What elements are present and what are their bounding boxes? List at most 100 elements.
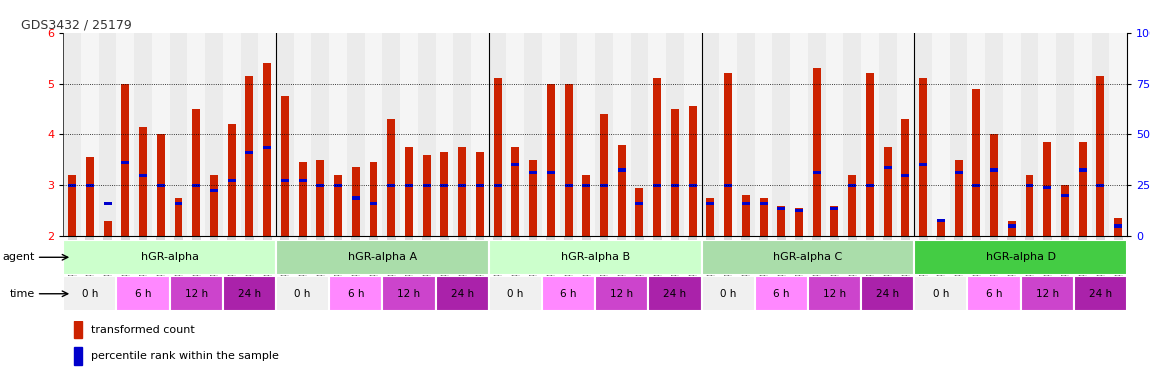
Bar	[210, 189, 218, 192]
Bar	[742, 195, 750, 236]
Bar	[849, 175, 857, 236]
Bar	[719, 33, 737, 236]
Bar	[156, 184, 164, 187]
Bar	[74, 348, 83, 365]
Bar	[613, 33, 630, 236]
Bar	[582, 184, 590, 187]
Bar	[388, 119, 396, 236]
Bar	[228, 124, 236, 236]
Bar	[670, 184, 678, 187]
Text: 24 h: 24 h	[451, 289, 474, 299]
Bar	[967, 33, 986, 236]
Bar	[666, 33, 684, 236]
Bar	[152, 33, 170, 236]
Bar	[423, 155, 431, 236]
Bar	[299, 162, 307, 236]
Text: agent: agent	[2, 252, 34, 262]
Bar	[263, 63, 271, 236]
Bar	[281, 96, 289, 236]
Bar	[636, 188, 644, 236]
Text: GDS3432 / 25179: GDS3432 / 25179	[21, 18, 131, 31]
Bar	[914, 33, 932, 236]
Bar	[281, 179, 289, 182]
Bar	[104, 221, 112, 236]
Bar	[423, 184, 431, 187]
Bar	[636, 202, 644, 205]
Bar	[223, 33, 240, 236]
Bar	[116, 33, 135, 236]
Bar	[542, 33, 560, 236]
Bar	[388, 184, 396, 187]
Bar	[139, 127, 147, 236]
Bar	[1096, 184, 1104, 187]
Bar	[902, 119, 910, 236]
Text: 12 h: 12 h	[398, 289, 421, 299]
Bar	[529, 171, 537, 174]
Text: hGR-alpha: hGR-alpha	[140, 252, 199, 262]
Bar	[417, 33, 436, 236]
Bar	[649, 33, 666, 236]
Bar	[63, 240, 276, 275]
Text: transformed count: transformed count	[91, 324, 194, 334]
Bar	[843, 33, 861, 236]
Text: 0 h: 0 h	[933, 289, 949, 299]
Bar	[329, 33, 347, 236]
Bar	[702, 240, 914, 275]
Bar	[742, 202, 750, 205]
Bar	[737, 33, 754, 236]
Bar	[104, 202, 112, 205]
Bar	[453, 33, 472, 236]
Bar	[706, 198, 714, 236]
Bar	[1061, 185, 1070, 236]
Bar	[795, 208, 803, 236]
Bar	[754, 276, 807, 311]
Bar	[759, 202, 767, 205]
Bar	[990, 134, 998, 236]
Bar	[352, 197, 360, 200]
Bar	[512, 164, 520, 166]
Bar	[175, 198, 183, 236]
Bar	[86, 184, 94, 187]
Bar	[1043, 142, 1051, 236]
Bar	[883, 147, 891, 236]
Bar	[972, 89, 980, 236]
Bar	[986, 33, 1003, 236]
Bar	[316, 160, 324, 236]
Bar	[1038, 33, 1056, 236]
Bar	[1007, 225, 1015, 227]
Bar	[1079, 169, 1087, 172]
Bar	[476, 184, 484, 187]
Bar	[830, 206, 838, 236]
Bar	[334, 175, 342, 236]
Bar	[919, 164, 927, 166]
Bar	[1091, 33, 1110, 236]
Bar	[187, 33, 205, 236]
Bar	[489, 240, 702, 275]
Bar	[1079, 142, 1087, 236]
Bar	[754, 33, 773, 236]
Bar	[706, 202, 714, 205]
Bar	[476, 152, 484, 236]
Bar	[245, 76, 253, 236]
Text: hGR-alpha C: hGR-alpha C	[773, 252, 843, 262]
Bar	[334, 184, 342, 187]
Bar	[689, 184, 697, 187]
Bar	[649, 276, 702, 311]
Bar	[773, 33, 790, 236]
Bar	[493, 184, 501, 187]
Bar	[759, 198, 767, 236]
Bar	[312, 33, 329, 236]
Bar	[1096, 76, 1104, 236]
Bar	[405, 147, 413, 236]
Bar	[440, 152, 448, 236]
Text: 6 h: 6 h	[560, 289, 577, 299]
Bar	[937, 219, 945, 222]
Bar	[293, 33, 312, 236]
Bar	[618, 145, 626, 236]
Bar	[1026, 175, 1034, 236]
Bar	[702, 33, 719, 236]
Bar	[972, 184, 980, 187]
Bar	[954, 160, 963, 236]
Text: 12 h: 12 h	[1036, 289, 1059, 299]
Bar	[223, 276, 276, 311]
